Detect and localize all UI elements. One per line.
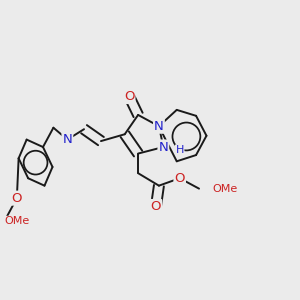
Text: N: N [62,133,72,146]
Text: O: O [124,90,134,103]
Text: O: O [12,192,22,205]
Text: OMe: OMe [212,184,238,194]
Text: OMe: OMe [4,216,30,226]
Text: O: O [175,172,185,185]
Text: N: N [154,120,164,133]
Text: O: O [151,200,161,213]
Text: H: H [176,145,184,155]
Text: N: N [158,140,168,154]
